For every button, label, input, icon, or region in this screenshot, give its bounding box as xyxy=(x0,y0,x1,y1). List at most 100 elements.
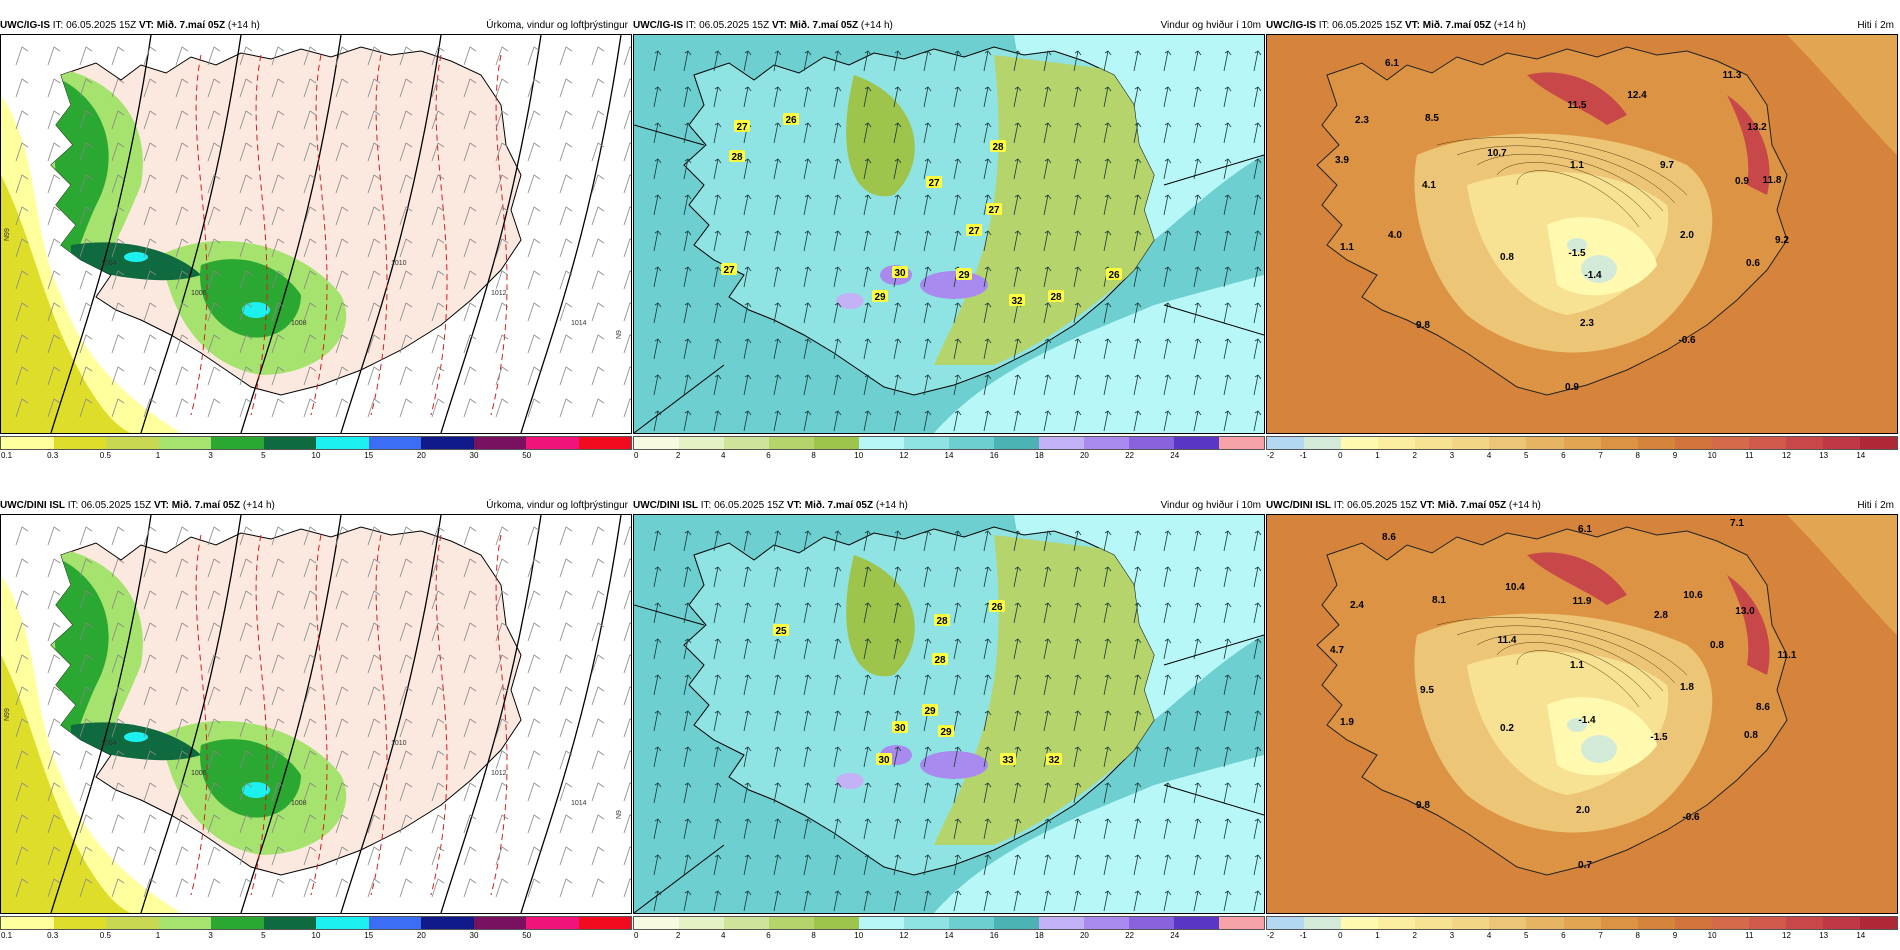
wind-arrow xyxy=(893,50,902,72)
wind-arrow xyxy=(923,566,932,588)
lead-time: (+14 h) xyxy=(860,20,893,31)
wind-barb xyxy=(239,46,253,66)
temp-label: 0.9 xyxy=(1565,382,1579,393)
wind-barb xyxy=(559,718,573,738)
wind-barb xyxy=(399,270,413,290)
wind-arrow xyxy=(983,638,992,660)
wind-barb xyxy=(79,846,93,866)
colorbar-tick-label: 6 xyxy=(1561,451,1566,460)
wind-barb xyxy=(495,46,509,66)
wind-barb xyxy=(463,846,477,866)
wind-arrow xyxy=(1223,50,1232,72)
wind-arrow xyxy=(953,50,962,72)
wind-arrow xyxy=(773,638,782,660)
wind-barb xyxy=(15,334,29,354)
temp-label: 8.6 xyxy=(1382,532,1396,543)
wind-arrow xyxy=(773,782,782,804)
wind-arrow xyxy=(1043,854,1052,876)
wind-arrow xyxy=(923,158,932,180)
wind-barb xyxy=(15,686,29,706)
wind-barb xyxy=(207,142,221,162)
wind-barb xyxy=(15,782,29,802)
wind-barb xyxy=(239,206,253,226)
wind-arrow xyxy=(773,530,782,552)
valid-time: VT: Mið. 7.maí 05Z xyxy=(786,500,874,511)
wind-arrow xyxy=(713,674,722,696)
grid-label: N99 xyxy=(4,228,11,241)
colorbar-swatch xyxy=(1748,437,1786,449)
wind-arrow xyxy=(683,158,692,180)
wind-barb xyxy=(271,558,285,578)
wind-arrow xyxy=(803,710,812,732)
wind-barb xyxy=(111,750,125,770)
colorbar-tick-label: -2 xyxy=(1267,931,1275,940)
wind-arrow xyxy=(1073,158,1082,180)
wind-arrow xyxy=(1193,818,1202,840)
wind-barb xyxy=(79,622,93,642)
wind-arrow xyxy=(1163,374,1172,396)
wind-arrow xyxy=(1133,818,1142,840)
wind-arrow xyxy=(1073,710,1082,732)
temp-area xyxy=(1727,575,1770,675)
wind-barb xyxy=(47,782,61,802)
wind-arrow xyxy=(743,410,752,432)
wind-arrow xyxy=(1103,122,1112,144)
wind-arrow xyxy=(863,50,872,72)
wind-barb xyxy=(271,110,285,130)
colorbar-swatch xyxy=(1785,437,1823,449)
wind-arrow xyxy=(1133,638,1142,660)
isobar-label: 1008 xyxy=(291,320,307,327)
wind-barb xyxy=(143,334,157,354)
wind-barb xyxy=(207,46,221,66)
wind-barb xyxy=(143,590,157,610)
valid-time: VT: Mið. 7.maí 05Z xyxy=(1419,500,1507,511)
wind-barb xyxy=(527,782,541,802)
temp-label: 12.4 xyxy=(1627,90,1647,101)
wind-barb xyxy=(367,878,381,898)
wind-barb xyxy=(431,46,445,66)
wind-barb xyxy=(495,206,509,226)
panel-precip-row1: UWC/IG-IS IT: 06.05.2025 15Z VT: Mið. 7.… xyxy=(0,18,632,462)
colorbar-swatch xyxy=(1219,437,1264,449)
temp-label: -1.4 xyxy=(1578,715,1596,726)
colorbar-tick-label: 3 xyxy=(208,931,213,940)
wind-arrow xyxy=(773,746,782,768)
wind-barb xyxy=(431,366,445,386)
wind-barb xyxy=(495,142,509,162)
wind-barb xyxy=(495,398,509,418)
wind-barb xyxy=(623,110,631,130)
wind-arrow xyxy=(803,50,812,72)
wind-barb xyxy=(239,78,253,98)
wind-barb xyxy=(303,558,317,578)
wind-barb xyxy=(143,814,157,834)
wind-barb xyxy=(559,398,573,418)
wind-arrow xyxy=(683,746,692,768)
temp-label: 2.3 xyxy=(1355,115,1369,126)
gust-label-box xyxy=(734,120,750,132)
wind-arrow xyxy=(953,410,962,432)
wind-arrow xyxy=(743,86,752,108)
wind-arrow xyxy=(713,122,722,144)
grid-label: N9 xyxy=(616,810,623,819)
wind-barb xyxy=(399,590,413,610)
wind-barb xyxy=(239,270,253,290)
gust-label-box xyxy=(1046,753,1062,765)
wind-arrow xyxy=(1193,746,1202,768)
wind-barb xyxy=(399,398,413,418)
isobar-line xyxy=(240,35,342,433)
colorbar-swatch xyxy=(1341,437,1379,449)
wind-barb xyxy=(111,398,125,418)
wind-barb xyxy=(591,366,605,386)
wind-arrow xyxy=(893,374,902,396)
valid-time: VT: Mið. 7.maí 05Z xyxy=(138,20,226,31)
wind-arrow xyxy=(1043,338,1052,360)
colorbar-swatch xyxy=(1415,437,1453,449)
colorbar-swatch xyxy=(679,437,724,449)
temp-label: 9.8 xyxy=(1416,800,1430,811)
valid-time: VT: Mið. 7.maí 05Z xyxy=(153,500,241,511)
wind-arrow xyxy=(1103,566,1112,588)
wind-barb xyxy=(463,334,477,354)
precip-area xyxy=(242,302,270,318)
wind-barb xyxy=(111,110,125,130)
wind-barb xyxy=(207,590,221,610)
